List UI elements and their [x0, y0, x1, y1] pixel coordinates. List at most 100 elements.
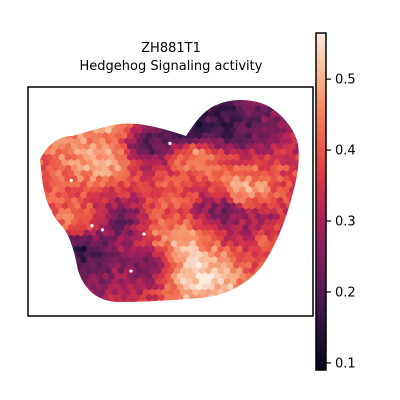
spot [49, 212, 56, 221]
spot [105, 115, 112, 124]
spot [61, 245, 69, 254]
spot [40, 191, 44, 200]
spot [70, 110, 78, 119]
spot [186, 104, 193, 113]
spot [117, 100, 125, 102]
spot [40, 207, 47, 216]
spot [95, 100, 103, 108]
spot [248, 100, 256, 102]
spot [58, 272, 66, 281]
spot [40, 218, 47, 227]
spot [289, 239, 296, 248]
spot [52, 272, 59, 281]
spot [40, 239, 47, 248]
spot [139, 100, 147, 108]
spot [267, 299, 275, 302]
spot [286, 115, 293, 124]
spot [114, 100, 122, 108]
spot [267, 277, 275, 286]
spot [282, 229, 290, 237]
white-spot [168, 141, 172, 145]
spot [286, 212, 293, 221]
spot [74, 288, 81, 297]
colorbar-tick-label: 0.3 [335, 215, 356, 230]
spot [40, 180, 44, 189]
spot [273, 277, 281, 286]
spot [52, 110, 59, 119]
spot [52, 121, 59, 129]
spot [295, 142, 299, 151]
spot [295, 110, 299, 119]
spot [70, 121, 78, 129]
spot [139, 110, 147, 119]
spot [279, 277, 287, 286]
spot [46, 121, 53, 129]
spot [61, 234, 69, 243]
spot [289, 207, 296, 216]
spot [273, 266, 281, 275]
spot [295, 207, 299, 216]
spot [40, 115, 44, 124]
spot [67, 256, 75, 264]
spot [273, 299, 281, 302]
spot [289, 283, 296, 291]
spot [292, 299, 299, 302]
spot [49, 256, 56, 264]
spot [55, 245, 63, 254]
spot [279, 223, 287, 232]
spot [61, 104, 69, 113]
spot [86, 288, 94, 297]
spot [270, 283, 278, 291]
spot [40, 100, 44, 102]
spot [40, 250, 47, 259]
spot [148, 100, 156, 102]
spot [286, 104, 293, 113]
spot [270, 293, 278, 302]
spot [58, 121, 66, 129]
spot [52, 239, 59, 248]
spot [286, 277, 293, 286]
chart-title-line-2: Hedgehog Signaling activity [80, 59, 263, 74]
spot [167, 299, 175, 302]
spot [201, 293, 209, 302]
spot [198, 100, 206, 102]
colorbar-tick-label: 0.5 [335, 73, 356, 88]
spot [40, 234, 44, 243]
white-spot [142, 232, 146, 236]
spot [142, 115, 150, 124]
spot [80, 100, 87, 102]
spot [40, 121, 47, 129]
spot [136, 115, 144, 124]
spot [242, 277, 250, 286]
spot [64, 121, 72, 129]
spot [58, 100, 66, 108]
colorbar [316, 33, 326, 370]
spot [55, 115, 63, 124]
spot [282, 100, 290, 108]
spot [282, 110, 290, 119]
spot [117, 299, 125, 302]
spot [40, 126, 44, 135]
spot [251, 272, 259, 281]
spot [282, 283, 290, 291]
spot [148, 299, 156, 302]
spot [295, 131, 299, 140]
spot [180, 115, 187, 124]
spot [77, 100, 84, 108]
spot [130, 104, 137, 113]
spot [49, 288, 56, 297]
white-spot [100, 228, 104, 232]
spot [286, 299, 293, 302]
spot [279, 299, 287, 302]
white-spot [90, 224, 94, 228]
spot [261, 299, 268, 302]
spot [229, 288, 237, 297]
spot [46, 272, 53, 281]
spot [58, 283, 66, 291]
spot [267, 256, 275, 264]
spot [86, 115, 94, 124]
spot [46, 207, 53, 216]
spot [86, 100, 94, 102]
spot [40, 223, 44, 232]
spot [74, 115, 81, 124]
